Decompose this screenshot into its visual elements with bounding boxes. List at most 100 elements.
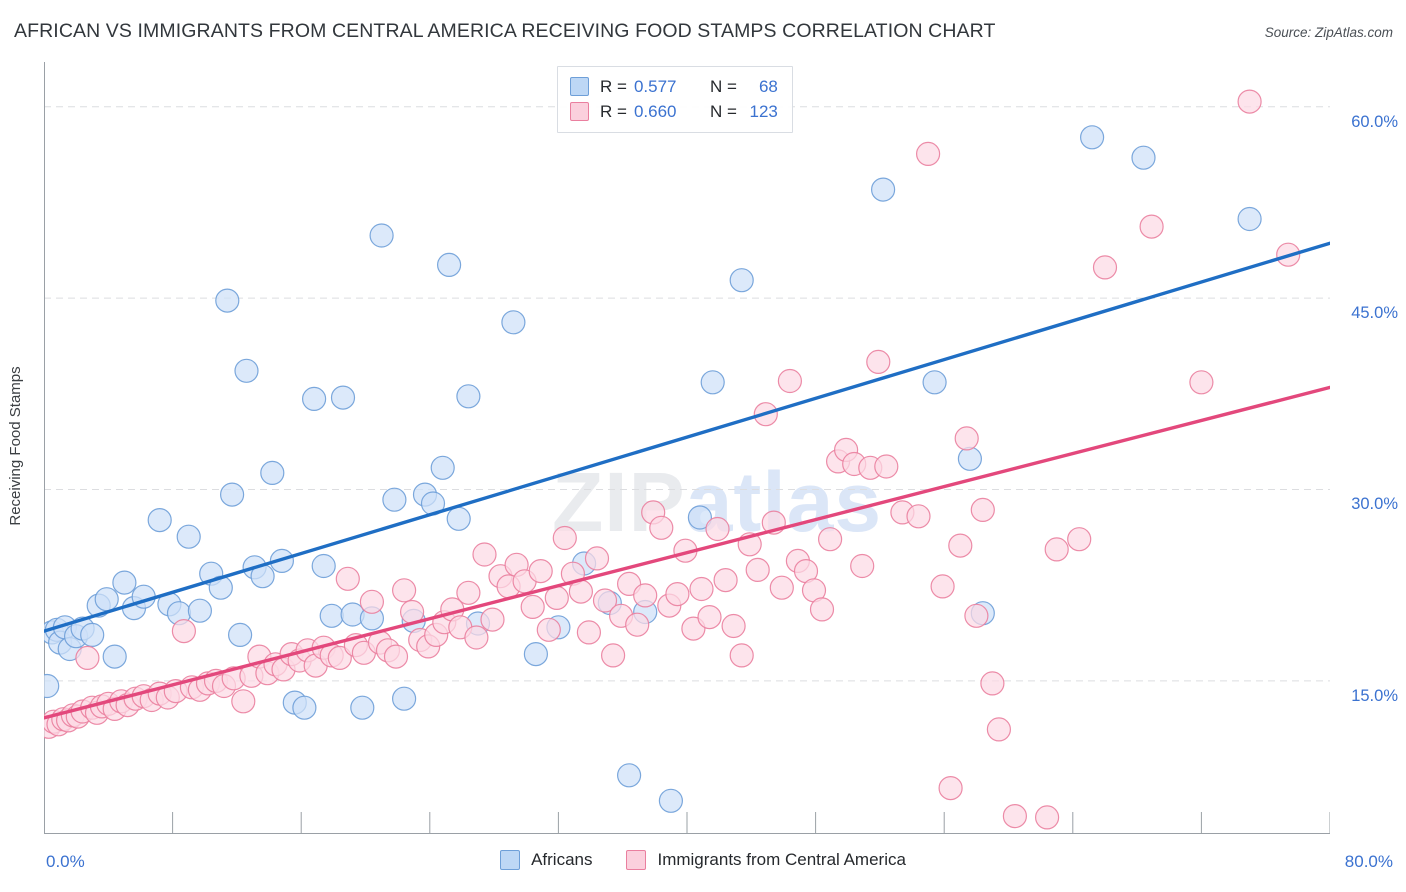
data-point	[874, 454, 899, 479]
data-point	[234, 358, 259, 383]
data-point	[187, 598, 212, 623]
series-swatch-immigrants	[626, 850, 647, 870]
x-axis-max-label: 80.0%	[1344, 852, 1393, 871]
y-axis-tick-label: 15.0%	[1351, 686, 1398, 705]
data-point	[523, 641, 548, 667]
n-value-africans: 68	[758, 76, 778, 96]
data-point	[1189, 370, 1214, 395]
data-point	[369, 223, 394, 248]
data-point	[359, 589, 384, 614]
data-point	[713, 567, 738, 593]
y-axis-tick-label: 45.0%	[1351, 304, 1398, 323]
data-point	[689, 576, 714, 602]
data-point	[697, 604, 722, 630]
data-point	[392, 578, 417, 603]
points-immigrants	[44, 89, 1301, 830]
data-point	[383, 644, 409, 669]
data-point	[392, 686, 417, 711]
data-point	[687, 505, 713, 530]
data-point	[1067, 527, 1092, 552]
data-point	[948, 533, 973, 558]
n-value-immigrants: 123	[749, 101, 778, 121]
series-label-immigrants: Immigrants from Central America	[657, 850, 906, 869]
data-point	[1079, 125, 1105, 150]
series-legend: Africans Immigrants from Central America	[0, 850, 1406, 870]
data-point	[980, 671, 1005, 696]
data-point	[430, 455, 455, 480]
data-point	[456, 580, 481, 605]
data-point	[584, 546, 610, 571]
data-point	[231, 689, 256, 714]
scatter-plot-svg	[44, 62, 1330, 834]
page-title: AFRICAN VS IMMIGRANTS FROM CENTRAL AMERI…	[14, 20, 996, 42]
legend-swatch-immigrants	[570, 102, 589, 121]
data-point	[228, 622, 253, 648]
data-point	[176, 524, 201, 549]
data-point	[957, 446, 983, 471]
data-point	[171, 618, 196, 644]
data-point	[777, 368, 803, 394]
data-point	[600, 643, 626, 668]
series-legend-item-africans[interactable]: Africans	[500, 850, 592, 870]
data-point	[456, 384, 481, 409]
data-point	[633, 583, 658, 608]
data-point	[292, 695, 317, 720]
series-legend-item-immigrants[interactable]: Immigrants from Central America	[626, 850, 906, 870]
data-point	[1034, 805, 1060, 830]
data-point	[1092, 255, 1118, 280]
data-point	[1044, 537, 1069, 562]
data-point	[75, 645, 100, 671]
data-point	[501, 310, 526, 335]
data-point	[437, 252, 462, 277]
data-point	[102, 644, 127, 669]
data-point	[1131, 145, 1156, 170]
data-point	[44, 673, 60, 699]
r-label-immigrants: R =	[600, 101, 627, 121]
data-point	[938, 775, 963, 801]
series-label-africans: Africans	[531, 850, 593, 869]
data-point	[970, 497, 995, 522]
data-point	[1139, 214, 1164, 239]
data-point	[906, 504, 931, 529]
data-point	[319, 603, 344, 628]
data-point	[536, 617, 561, 642]
stats-row-africans: R = 0.577 N = 68	[570, 74, 778, 99]
axis-frame	[44, 62, 1330, 834]
y-axis-tick-label: 60.0%	[1351, 112, 1398, 131]
source-attribution: Source: ZipAtlas.com	[1264, 25, 1393, 40]
data-point	[922, 370, 947, 395]
data-point	[721, 613, 746, 639]
points-africans	[44, 125, 1262, 813]
data-point	[705, 516, 730, 542]
y-axis-title: Receiving Food Stamps	[6, 366, 24, 526]
data-point	[446, 506, 471, 531]
data-point	[311, 553, 336, 579]
r-value-immigrants: 0.660	[633, 101, 677, 121]
data-point	[1237, 89, 1262, 114]
data-point	[616, 763, 642, 788]
data-point	[382, 487, 407, 512]
data-point	[215, 288, 240, 313]
data-point	[327, 645, 352, 671]
data-point	[729, 268, 754, 293]
r-label-africans: R =	[600, 76, 627, 96]
data-point	[302, 386, 327, 411]
series-swatch-africans	[500, 850, 521, 870]
data-point	[809, 597, 835, 622]
data-point	[220, 482, 245, 507]
data-point	[700, 370, 725, 395]
stats-row-immigrants: R = 0.660 N = 123	[570, 99, 778, 124]
data-point	[112, 570, 137, 595]
data-point	[870, 177, 896, 202]
r-value-africans: 0.577	[633, 76, 677, 96]
data-point	[769, 575, 794, 600]
data-point	[930, 574, 955, 599]
data-point	[850, 553, 875, 579]
data-point	[1237, 206, 1262, 232]
trend-line-africans	[44, 241, 1330, 633]
data-point	[472, 542, 497, 567]
data-point	[954, 426, 979, 451]
data-point	[625, 612, 650, 637]
data-point	[335, 566, 360, 591]
